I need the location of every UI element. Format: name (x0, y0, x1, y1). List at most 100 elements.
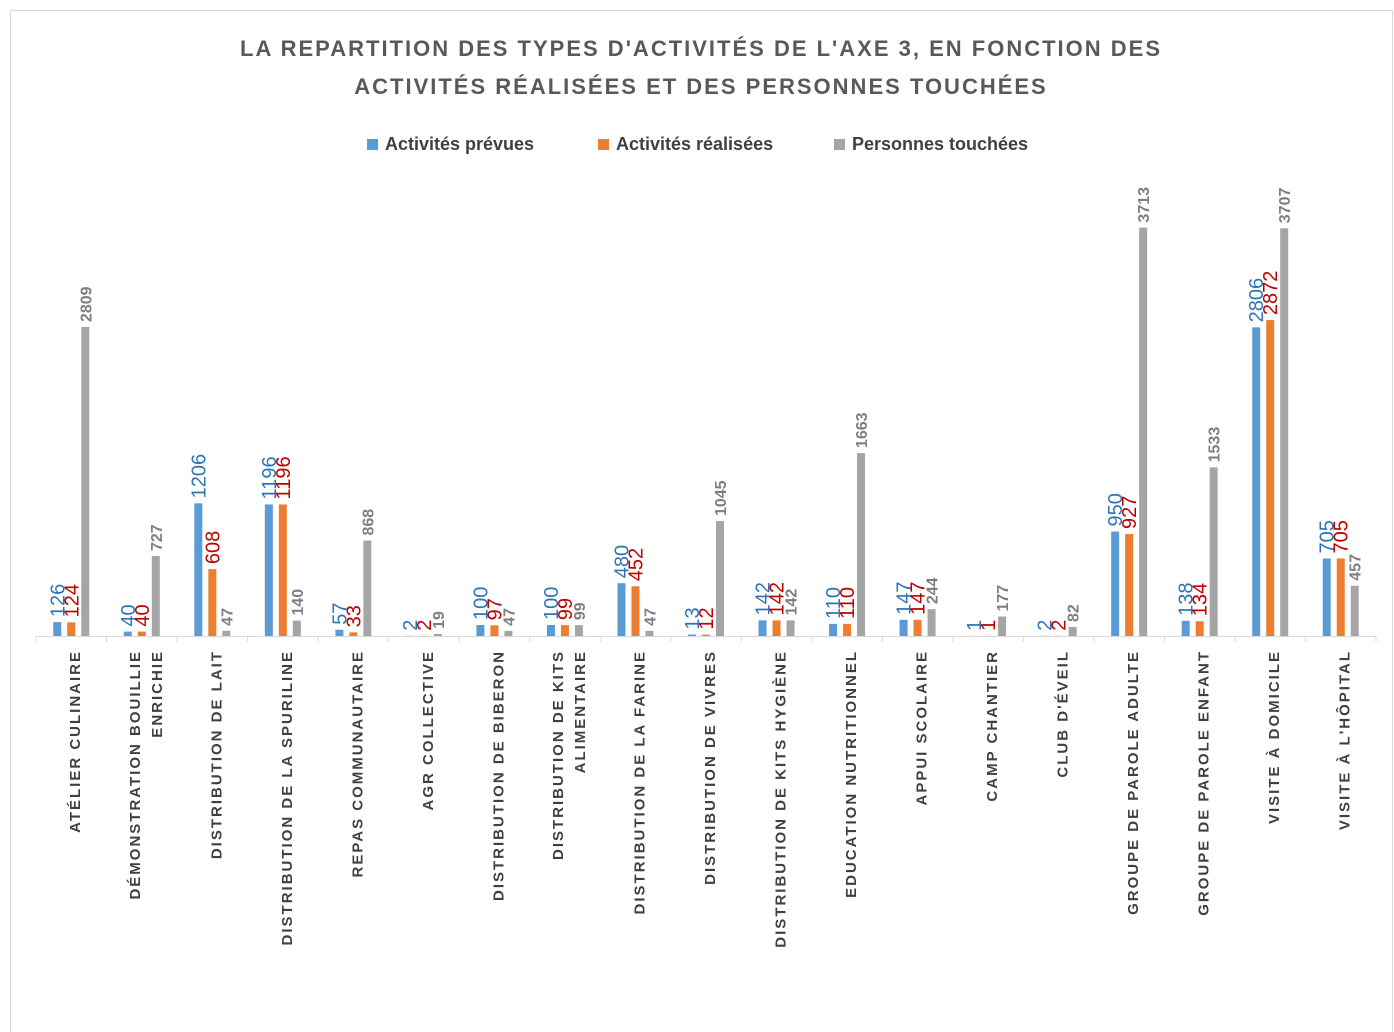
data-label: 134 (1190, 583, 1212, 616)
data-label: 2 (414, 620, 436, 631)
data-label: 147 (894, 581, 916, 614)
bar (772, 620, 781, 636)
bar (208, 569, 217, 636)
bar (1195, 621, 1204, 636)
bar (81, 327, 90, 636)
bar (560, 625, 569, 636)
bar (688, 634, 696, 636)
bar (349, 632, 358, 636)
x-tick-label: CLUB D'ÉVEIL (1055, 650, 1072, 778)
data-label: 99 (555, 598, 577, 620)
data-label: 142 (767, 582, 789, 615)
bar (716, 521, 724, 636)
chart-frame (10, 10, 1393, 1032)
x-tick-label: ATÉLIER CULINAIRE (67, 650, 84, 833)
x-tick-label: DISTRIBUTION DE BIBERON (490, 650, 507, 901)
bar (53, 622, 62, 636)
bar (476, 625, 485, 636)
bar (363, 540, 372, 636)
data-label: 99 (572, 602, 589, 620)
x-tick-label: DÉMONSTRATION BOUILLIE ENRICHIE (127, 650, 166, 900)
data-label: 1206 (188, 454, 210, 499)
data-label: 480 (611, 545, 633, 578)
bar (1139, 227, 1148, 636)
data-label: 452 (625, 548, 647, 581)
data-label: 40 (132, 604, 154, 626)
bar (786, 620, 795, 636)
bar (998, 616, 1007, 636)
x-tick-label: AGR COLLECTIVE (420, 650, 437, 811)
x-tick-label: DISTRIBUTION DE VIVRES (702, 650, 719, 885)
bar (645, 630, 654, 636)
data-label: 1663 (854, 412, 871, 448)
bar (1322, 558, 1331, 636)
bar (292, 620, 301, 636)
data-label: 1 (964, 620, 986, 631)
bar (67, 622, 76, 636)
data-label: 3713 (1136, 187, 1153, 223)
data-label: 124 (61, 584, 83, 617)
legend-label: Activités prévues (385, 134, 534, 154)
bar (843, 623, 852, 636)
data-label: 142 (753, 582, 775, 615)
data-label: 140 (290, 589, 307, 616)
bar (631, 586, 640, 636)
x-tick-label: DISTRIBUTION DE LA SPURILINE (279, 650, 296, 945)
legend-label: Personnes touchées (852, 134, 1028, 154)
legend-swatch (598, 139, 609, 150)
data-label: 47 (219, 608, 236, 626)
chart-title: LA REPARTITION DES TYPES D'ACTIVITÉS DE … (240, 36, 1162, 99)
data-label: 19 (431, 611, 448, 629)
x-tick-label: VISITE À L'HÔPITAL (1336, 650, 1354, 830)
bar (617, 583, 626, 636)
data-label: 2806 (1246, 278, 1268, 323)
data-label: 2872 (1260, 271, 1282, 316)
bar (758, 620, 767, 636)
data-label: 927 (1119, 496, 1141, 529)
bar (433, 633, 442, 636)
x-tick-label: DISTRIBUTION DE LAIT (208, 650, 225, 859)
bar (137, 631, 146, 636)
bar (123, 631, 132, 636)
data-label: 244 (925, 577, 942, 604)
bar (1266, 320, 1275, 636)
bar (574, 625, 583, 636)
data-label: 142 (784, 589, 801, 616)
bar (151, 556, 160, 636)
bar (1280, 228, 1289, 637)
data-label: 1 (978, 620, 1000, 631)
data-label: 33 (343, 605, 365, 627)
bar (1068, 626, 1077, 636)
bar (1181, 620, 1190, 636)
x-tick-label: CAMP CHANTIER (984, 650, 1001, 802)
x-tick-label: GROUPE DE PAROLE ENFANT (1196, 650, 1213, 916)
legend-swatch (834, 139, 845, 150)
data-label: 3707 (1277, 188, 1294, 224)
x-tick-label: VISITE À DOMICILE (1266, 650, 1283, 824)
x-tick-label: REPAS COMMUNAUTAIRE (349, 650, 366, 877)
bar (194, 503, 203, 636)
data-label: 110 (823, 587, 845, 619)
bar (490, 625, 499, 636)
bar (702, 634, 710, 636)
bar (1125, 534, 1134, 636)
data-label: 2 (400, 620, 422, 631)
x-tick-label: APPUI SCOLAIRE (914, 650, 931, 806)
data-label: 1045 (713, 480, 730, 516)
bar (1209, 467, 1218, 636)
data-label: 608 (202, 531, 224, 564)
data-label: 950 (1105, 493, 1127, 526)
bar (1336, 558, 1345, 636)
x-tick-label: DISTRIBUTION DE KITS HYGIÈNE (772, 650, 789, 948)
bar (335, 629, 344, 636)
data-label: 1533 (1207, 427, 1224, 463)
data-label: 47 (642, 608, 659, 626)
data-label: 47 (501, 608, 518, 626)
bar (504, 630, 513, 636)
data-label: 2809 (78, 286, 95, 322)
data-label: 727 (149, 524, 166, 551)
data-label: 868 (360, 509, 377, 536)
data-label: 177 (995, 585, 1012, 612)
bar (222, 630, 231, 636)
